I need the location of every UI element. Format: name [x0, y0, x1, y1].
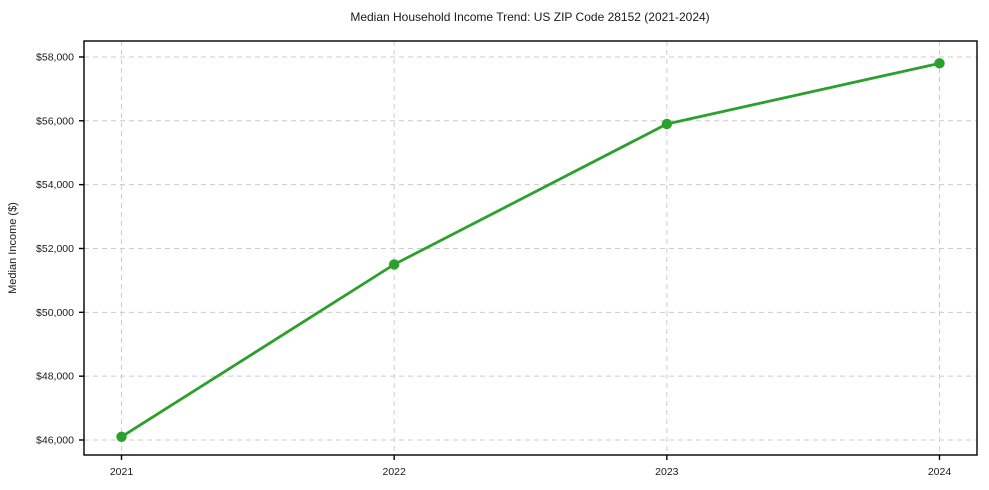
y-axis-label: Median Income ($) [7, 202, 19, 294]
y-tick-label: $48,000 [36, 371, 74, 383]
gridlines [84, 41, 977, 455]
axis-ticks [79, 56, 941, 460]
data-series [116, 58, 945, 443]
data-point-2022 [388, 259, 400, 270]
y-tick-label: $54,000 [36, 179, 74, 191]
x-tick-label: 2021 [110, 466, 134, 478]
trend-line [120, 61, 941, 439]
y-tick-label: $52,000 [36, 243, 74, 255]
x-tick-labels: 2021 2022 2023 2024 [110, 466, 952, 478]
y-tick-label: $46,000 [36, 434, 74, 446]
data-point-2023 [661, 118, 673, 130]
data-point-2024 [934, 58, 945, 69]
y-tick-labels: $46,000 $48,000 $50,000 $52,000 $54,000 $56,0… [36, 51, 74, 446]
x-tick-label: 2022 [382, 466, 406, 478]
y-tick-label: $56,000 [36, 115, 74, 127]
y-tick-label: $50,000 [36, 307, 74, 319]
y-tick-label: $58,000 [36, 51, 74, 63]
x-tick-label: 2024 [928, 466, 952, 478]
x-tick-label: 2023 [655, 466, 679, 478]
data-point-2021 [116, 431, 127, 443]
chart-title: Median Household Income Trend: US ZIP Co… [350, 10, 709, 24]
